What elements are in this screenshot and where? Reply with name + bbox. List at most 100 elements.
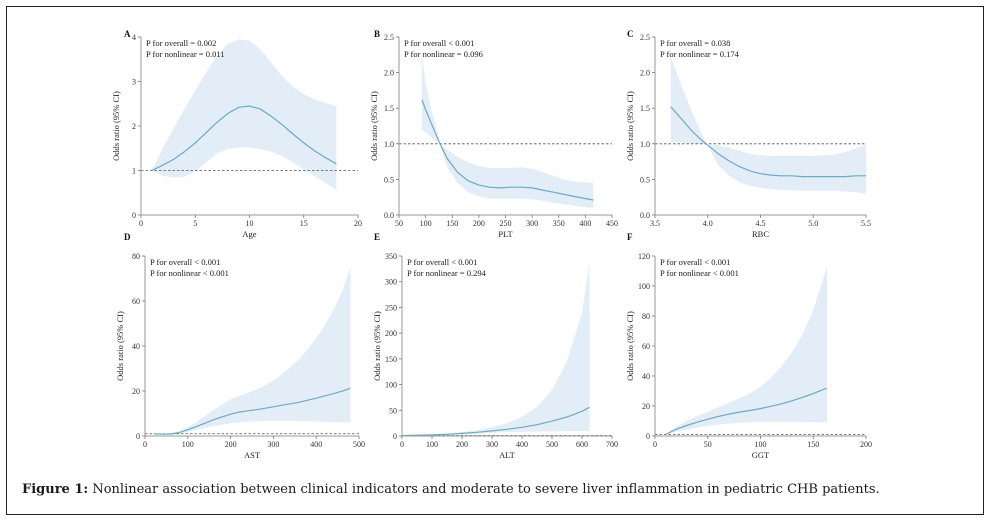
p-value-annotation: P for overall < 0.001 bbox=[404, 38, 474, 48]
data-point bbox=[589, 407, 590, 408]
data-point bbox=[506, 429, 507, 430]
p-value-annotation: P for overall < 0.001 bbox=[150, 257, 220, 267]
chart-panel-c: 3.5 4.0 4.5 5.0 5.5 0.0 0.5 1.0 1.5 2.0 2.5 RBC Odds… bbox=[625, 29, 871, 239]
caption-label: Figure 1: bbox=[22, 482, 89, 497]
y-tick-label: 120 bbox=[638, 252, 650, 261]
data-point bbox=[749, 170, 750, 171]
x-tick-label: 0 bbox=[400, 440, 404, 449]
chart-panel-d: 0 100 200 300 400 500 0 20 40 60 80 AST Odds ratio (… bbox=[115, 232, 365, 460]
p-value-annotation: P for overall = 0.038 bbox=[660, 38, 730, 48]
data-point bbox=[686, 425, 687, 426]
x-tick-label: 400 bbox=[516, 440, 528, 449]
data-point bbox=[770, 406, 771, 407]
y-axis-title: Odds ratio (95% CI) bbox=[625, 91, 635, 161]
x-axis-title: ALT bbox=[499, 450, 516, 460]
data-point bbox=[564, 194, 565, 195]
p-value-annotation: P for nonlinear = 0.011 bbox=[146, 49, 225, 59]
data-point bbox=[670, 106, 671, 107]
y-tick-label: 150 bbox=[385, 355, 397, 364]
y-tick-label: 100 bbox=[638, 282, 650, 291]
y-tick-label: 2.0 bbox=[640, 69, 650, 78]
x-tick-label: 150 bbox=[446, 219, 458, 228]
x-tick-label: 10 bbox=[246, 219, 254, 228]
x-tick-label: 50 bbox=[704, 440, 712, 449]
x-tick-label: 250 bbox=[500, 219, 512, 228]
data-point bbox=[457, 172, 458, 173]
y-tick-label: 1.0 bbox=[384, 140, 394, 149]
x-axis-title: PLT bbox=[498, 229, 513, 239]
data-point bbox=[491, 430, 492, 431]
x-tick-label: 3.5 bbox=[650, 219, 660, 228]
x-tick-label: 400 bbox=[579, 219, 591, 228]
y-tick-label: 1 bbox=[132, 167, 136, 176]
odds-ratio-line bbox=[665, 387, 828, 436]
y-tick-label: 1.5 bbox=[384, 104, 394, 113]
data-point bbox=[196, 426, 197, 427]
x-tick-label: 0 bbox=[653, 440, 657, 449]
odds-ratio-line bbox=[670, 106, 866, 178]
data-point bbox=[179, 432, 180, 433]
caption-text: Nonlinear association between clinical i… bbox=[88, 482, 880, 497]
data-point bbox=[826, 387, 827, 388]
x-tick-label: 4.5 bbox=[756, 219, 766, 228]
x-tick-label: 500 bbox=[546, 440, 558, 449]
data-point bbox=[153, 433, 154, 434]
data-point bbox=[760, 408, 761, 409]
data-point bbox=[521, 187, 522, 188]
data-point bbox=[249, 105, 250, 106]
chart-panel-f: 0 50 100 150 200 0 20 40 60 80 100 120 GGT Odds ratio… bbox=[625, 232, 872, 460]
x-tick-label: 50 bbox=[395, 219, 403, 228]
data-point bbox=[802, 397, 803, 398]
p-value-annotation: P for nonlinear = 0.096 bbox=[404, 49, 483, 59]
figure-caption: Figure 1: Nonlinear association between … bbox=[22, 482, 880, 497]
data-point bbox=[476, 432, 477, 433]
y-tick-label: 50 bbox=[389, 406, 397, 415]
data-point bbox=[439, 143, 440, 144]
x-tick-label: 200 bbox=[860, 440, 872, 449]
data-point bbox=[510, 187, 511, 188]
data-point bbox=[536, 424, 537, 425]
panel-letter: D bbox=[124, 232, 131, 242]
data-point bbox=[665, 434, 666, 435]
data-point bbox=[290, 403, 291, 404]
y-tick-label: 80 bbox=[132, 252, 140, 261]
chart-panel-a: 0 5 10 15 20 0 1 2 3 4 Age Odds ratio (95% CI) P for… bbox=[111, 29, 362, 239]
data-point bbox=[307, 400, 308, 401]
data-point bbox=[781, 175, 782, 176]
data-point bbox=[341, 391, 342, 392]
confidence-band bbox=[670, 56, 866, 194]
panel-letter: F bbox=[627, 232, 633, 242]
figure-frame bbox=[6, 6, 984, 515]
data-point bbox=[195, 142, 196, 143]
data-point bbox=[430, 122, 431, 123]
p-value-annotation: P for nonlinear = 0.294 bbox=[407, 268, 487, 278]
y-tick-label: 200 bbox=[385, 329, 397, 338]
data-point bbox=[728, 160, 729, 161]
data-point bbox=[521, 427, 522, 428]
x-tick-label: 700 bbox=[606, 440, 618, 449]
data-point bbox=[691, 130, 692, 131]
data-point bbox=[314, 150, 315, 151]
data-point bbox=[581, 411, 582, 412]
p-value-annotation: P for nonlinear < 0.001 bbox=[660, 268, 739, 278]
odds-ratio-line bbox=[153, 387, 351, 435]
data-point bbox=[350, 388, 351, 389]
x-tick-label: 300 bbox=[486, 440, 498, 449]
confidence-band bbox=[151, 39, 337, 190]
data-point bbox=[273, 406, 274, 407]
data-point bbox=[324, 395, 325, 396]
data-point bbox=[574, 196, 575, 197]
x-tick-label: 200 bbox=[473, 219, 485, 228]
y-tick-label: 2.5 bbox=[640, 33, 650, 42]
data-point bbox=[162, 165, 163, 166]
y-tick-label: 0 bbox=[136, 432, 140, 441]
y-tick-label: 40 bbox=[642, 372, 650, 381]
y-tick-label: 100 bbox=[385, 381, 397, 390]
p-value-annotation: P for overall = 0.002 bbox=[146, 38, 216, 48]
data-point bbox=[728, 414, 729, 415]
x-tick-label: 400 bbox=[310, 440, 322, 449]
data-point bbox=[844, 176, 845, 177]
data-point bbox=[461, 433, 462, 434]
y-tick-label: 2.5 bbox=[384, 33, 394, 42]
